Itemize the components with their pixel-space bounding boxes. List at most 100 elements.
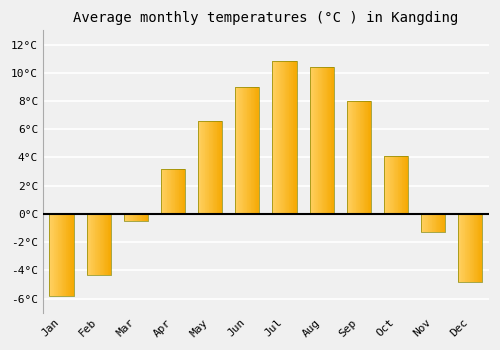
Bar [219,121,220,214]
Bar [248,87,249,214]
Bar [322,67,324,214]
Bar [430,214,432,232]
Bar [324,67,325,214]
Bar [68,214,69,296]
Bar [272,62,273,214]
Bar [60,214,62,296]
Bar [352,101,353,214]
Bar [314,67,315,214]
Bar [51,214,52,296]
Bar [245,87,246,214]
Bar [288,62,290,214]
Bar [161,169,162,214]
Bar [291,62,292,214]
Bar [326,67,328,214]
Bar [286,62,287,214]
Bar [86,214,88,274]
Bar [354,101,355,214]
Bar [460,214,462,282]
Bar [64,214,65,296]
Bar [220,121,222,214]
Bar [429,214,430,232]
Bar [438,214,439,232]
Bar [275,62,276,214]
Bar [110,214,111,274]
Bar [202,121,203,214]
Bar [422,214,424,232]
Bar [55,214,56,296]
Bar [476,214,477,282]
Bar [143,214,144,221]
Bar [211,121,212,214]
Bar [274,62,275,214]
Bar [138,214,139,221]
Bar [330,67,332,214]
Bar [252,87,253,214]
Bar [199,121,200,214]
Bar [356,101,357,214]
Bar [67,214,68,296]
Bar [442,214,443,232]
Bar [464,214,466,282]
Bar [432,214,433,232]
Bar [425,214,426,232]
Bar [214,121,215,214]
Bar [97,214,98,274]
Bar [475,214,476,282]
Bar [320,67,321,214]
Bar [463,214,464,282]
Bar [216,121,218,214]
Bar [400,156,401,214]
Bar [470,214,471,282]
Bar [140,214,141,221]
Bar [107,214,108,274]
Bar [397,156,398,214]
Bar [56,214,58,296]
Bar [177,169,178,214]
Bar [392,156,393,214]
Bar [161,169,185,214]
Bar [124,214,148,221]
Bar [329,67,330,214]
Bar [328,67,329,214]
Bar [280,62,281,214]
Bar [65,214,66,296]
Bar [421,214,422,232]
Bar [215,121,216,214]
Bar [204,121,206,214]
Bar [240,87,241,214]
Bar [363,101,364,214]
Bar [244,87,245,214]
Bar [272,62,296,214]
Bar [357,101,358,214]
Bar [406,156,408,214]
Bar [218,121,219,214]
Bar [146,214,147,221]
Bar [94,214,96,274]
Bar [349,101,350,214]
Bar [236,87,260,214]
Bar [144,214,146,221]
Bar [130,214,131,221]
Bar [333,67,334,214]
Bar [198,121,199,214]
Bar [295,62,296,214]
Bar [403,156,404,214]
Bar [391,156,392,214]
Bar [165,169,166,214]
Bar [321,67,322,214]
Bar [69,214,70,296]
Bar [164,169,165,214]
Bar [370,101,371,214]
Bar [207,121,208,214]
Bar [287,62,288,214]
Bar [283,62,284,214]
Bar [318,67,320,214]
Bar [254,87,256,214]
Bar [136,214,138,221]
Bar [478,214,479,282]
Bar [459,214,460,282]
Bar [52,214,54,296]
Bar [73,214,74,296]
Bar [355,101,356,214]
